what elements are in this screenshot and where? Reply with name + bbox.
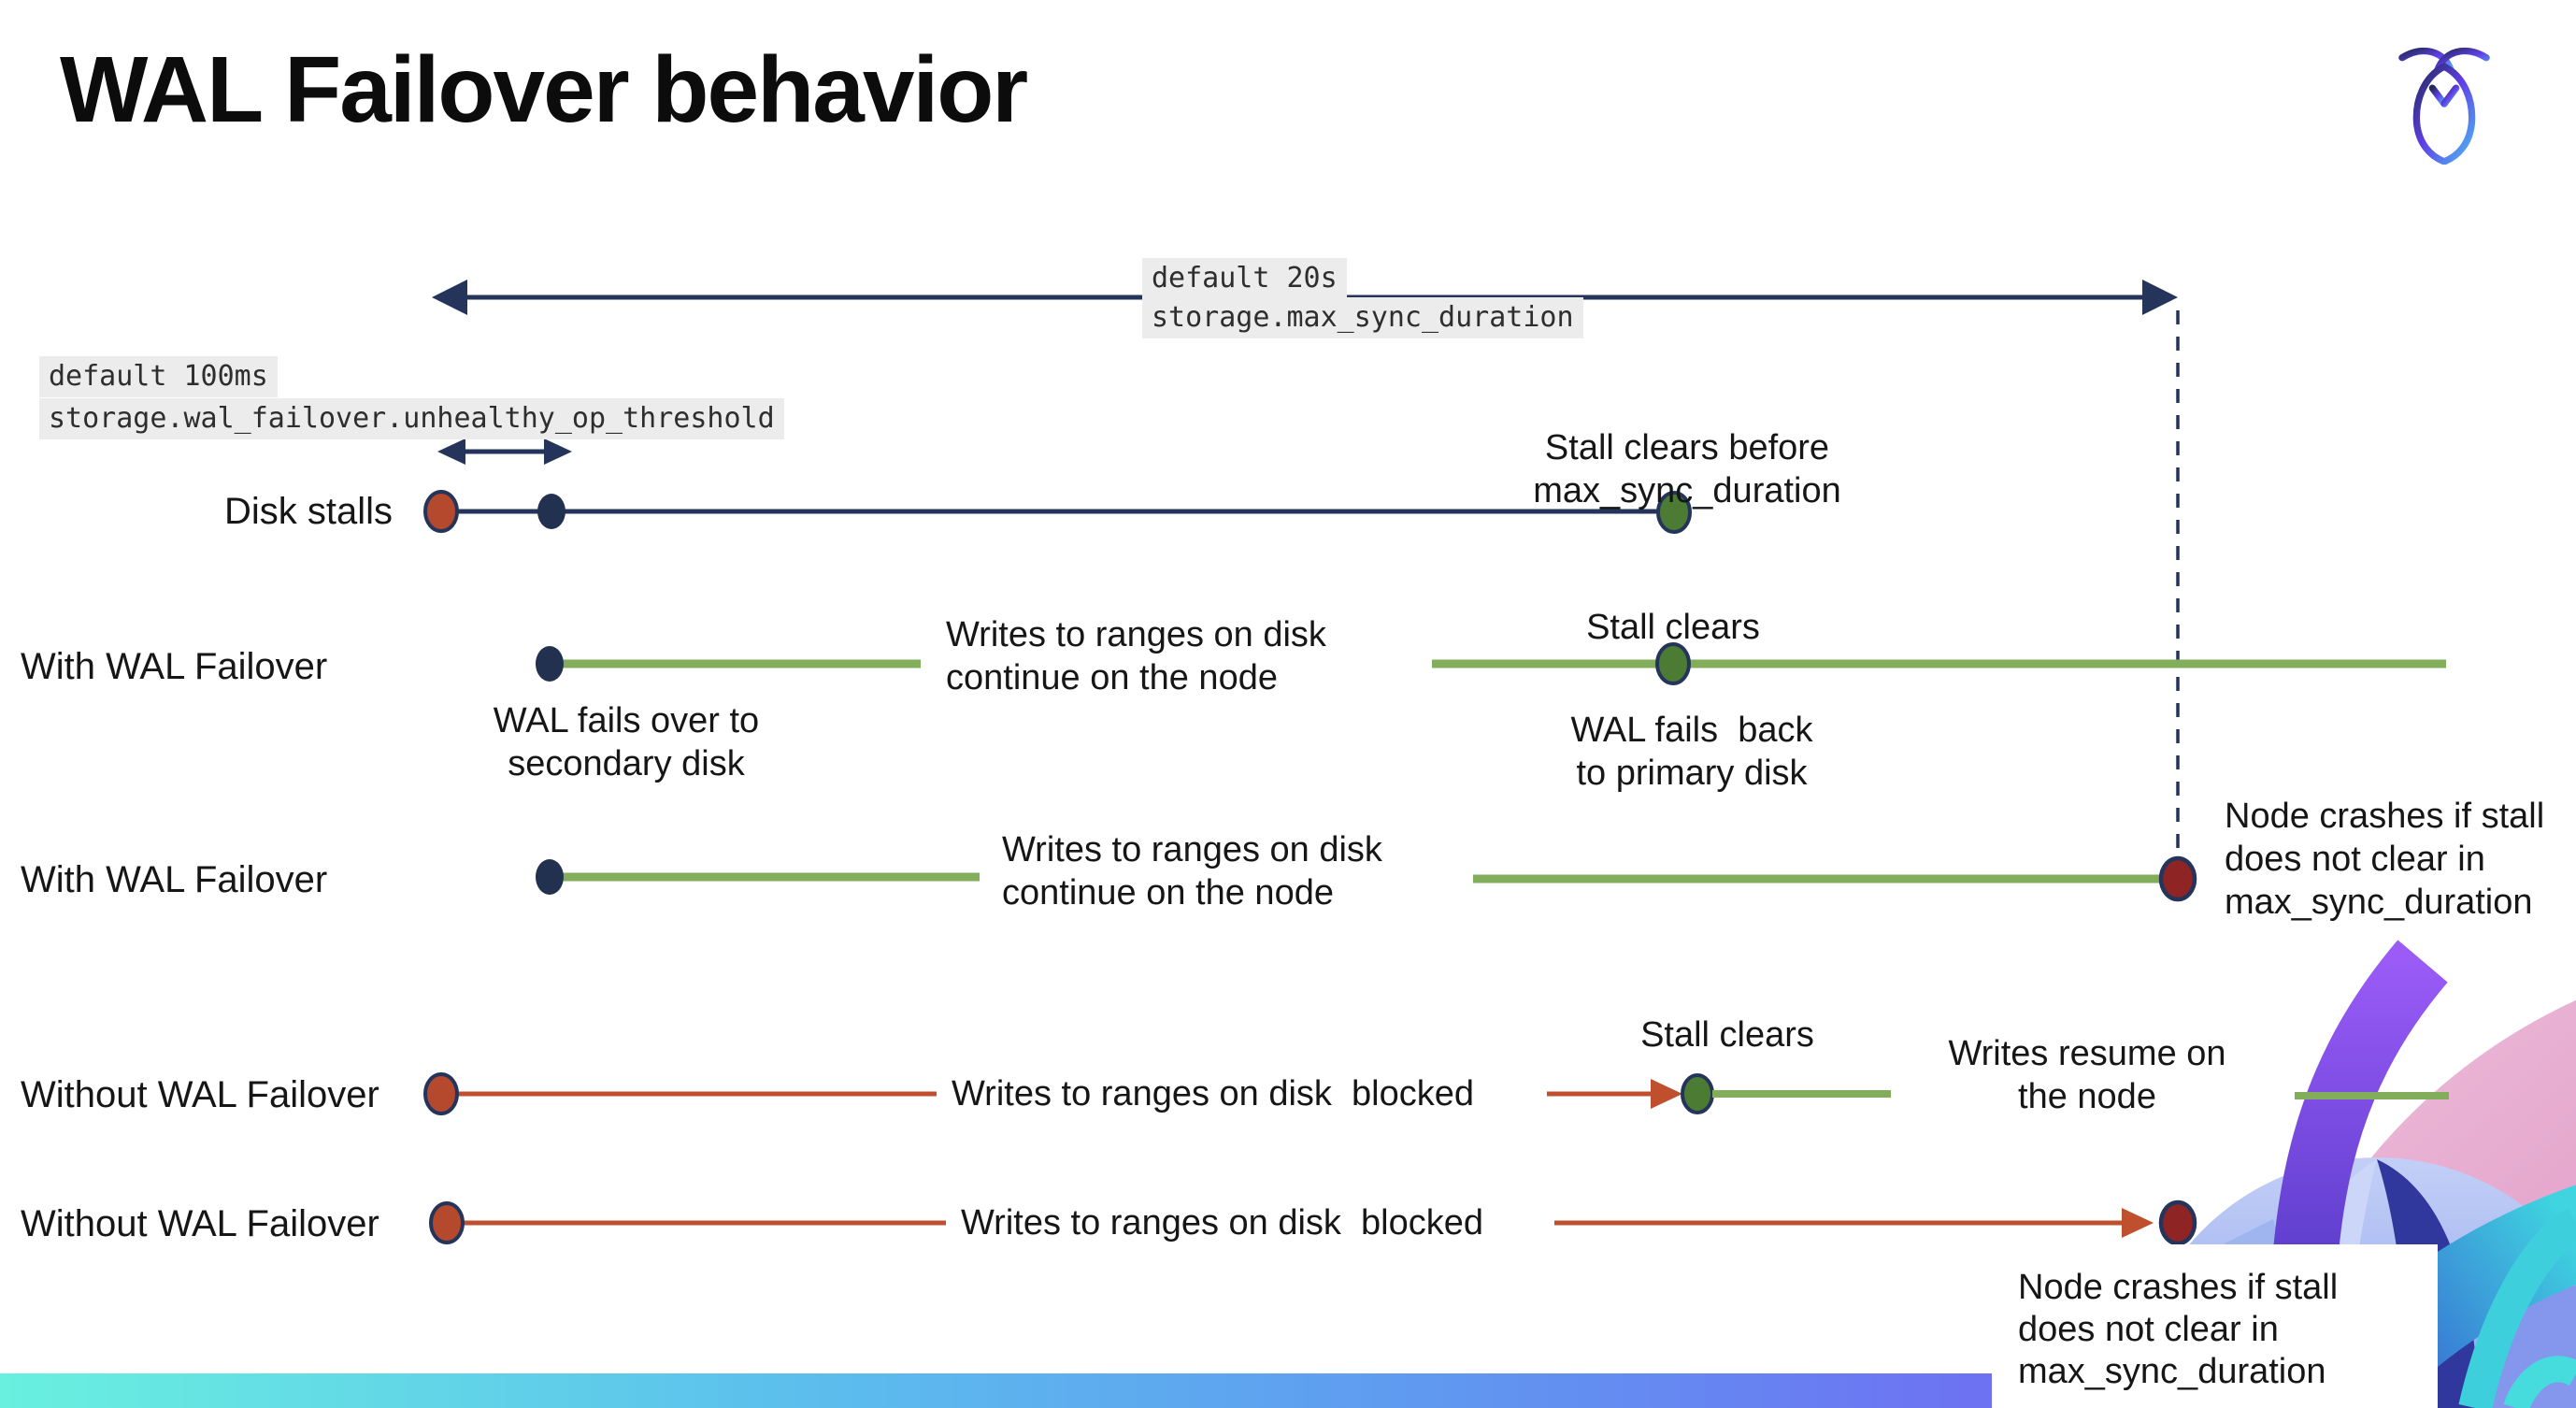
unhealthy-op-threshold-arrow: [437, 438, 572, 465]
row-label-disk-stalls: Disk stalls: [223, 491, 393, 532]
stall-clears-dot: [1656, 491, 1692, 534]
note-node-crashes-2-box: Node crashes if stall does not clear in …: [1992, 1244, 2438, 1408]
note-node-crashes-1: Node crashes if stall does not clear in …: [2225, 797, 2545, 922]
note-writes-continue-1: Writes to ranges on disk continue on the…: [946, 615, 1326, 697]
note-stall-clears-2: Stall clears: [1640, 1015, 1814, 1055]
row-label-with-wal-failover-1: With WAL Failover: [21, 646, 328, 687]
failover-dot: [536, 646, 564, 682]
page-title: WAL Failover behavior: [60, 37, 1028, 142]
failover-dot: [536, 859, 564, 895]
row-no-failover-crash-track: [429, 1200, 2197, 1246]
row-wal-failover-crash-track: [536, 855, 2197, 902]
note-writes-blocked-2: Writes to ranges on disk blocked: [961, 1203, 1484, 1243]
note-wal-fails-over: WAL fails over to secondary disk: [493, 701, 760, 783]
unhealthy-op-default-label: default 100ms: [39, 356, 278, 397]
note-wal-fails-back: WAL fails back to primary disk: [1570, 711, 1813, 793]
row-disk-stalls-track: [423, 490, 1692, 534]
stall-clears-dot: [1681, 1073, 1714, 1114]
unhealthy-op-setting-label: storage.wal_failover.unhealthy_op_thresh…: [39, 398, 784, 439]
note-stall-clears-1: Stall clears: [1586, 608, 1760, 647]
row-label-without-wal-failover-1: Without WAL Failover: [21, 1074, 379, 1115]
row-no-failover-clears-track: [423, 1072, 2449, 1115]
node-crash-dot: [2158, 1200, 2197, 1246]
disk-stall-start-dot: [423, 1072, 459, 1115]
disk-stall-start-dot: [423, 490, 459, 533]
failover-threshold-dot: [537, 494, 565, 529]
note-writes-continue-2: Writes to ranges on disk continue on the…: [1002, 830, 1382, 912]
disk-stall-start-dot: [429, 1201, 465, 1244]
max-sync-setting-label: storage.max_sync_duration: [1142, 297, 1583, 338]
row-wal-failover-clears-track: [536, 642, 2446, 685]
note-writes-blocked-1: Writes to ranges on disk blocked: [952, 1074, 1475, 1113]
node-crash-dot: [2158, 855, 2197, 902]
max-sync-default-label: default 20s: [1142, 258, 1347, 299]
stall-clears-dot: [1655, 642, 1691, 685]
note-writes-resume: Writes resume on the node: [1948, 1034, 2226, 1116]
decorative-corner-art: [2103, 940, 2576, 1408]
note-stall-clears-before: Stall clears before max_sync_duration: [1533, 428, 1841, 510]
row-label-without-wal-failover-2: Without WAL Failover: [21, 1203, 379, 1244]
row-label-with-wal-failover-2: With WAL Failover: [21, 859, 328, 900]
cockroachdb-logo-icon: [2398, 47, 2490, 165]
blocked-arrowhead: [1651, 1079, 1682, 1109]
note-node-crashes-2: Node crashes if stall does not clear in …: [2018, 1268, 2339, 1391]
blocked-arrowhead: [2122, 1208, 2154, 1238]
